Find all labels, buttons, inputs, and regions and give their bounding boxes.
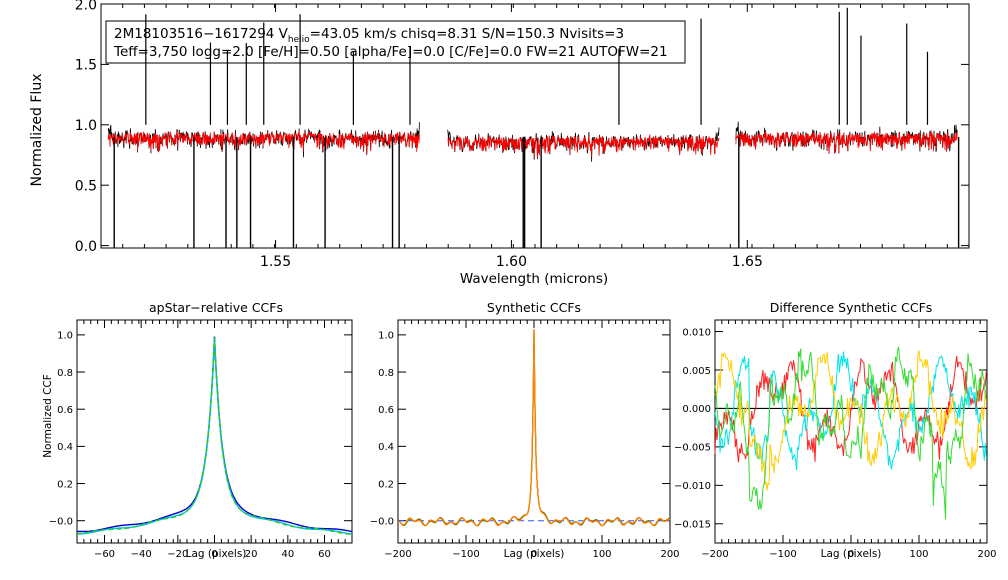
apstar-ccf-ytick-label: 0.4 [57, 442, 73, 453]
spectrum-ytick-label: 2.0 [75, 0, 97, 13]
apstar-ccf-line-visit-3 [76, 337, 353, 535]
spectrum-ytick-label: 0.0 [75, 239, 97, 255]
apstar-ccf-ytick-label: 0.2 [57, 479, 73, 490]
apstar-ccf-xlabel: Lag (pixels) [186, 548, 247, 560]
spectrum-annotation: 2M18103516−1617294 Vhelio=43.05 km/s chi… [105, 20, 686, 64]
apstar-ccf-xtick-label: −60 [94, 549, 115, 560]
spectrum-ytick-label: 1.5 [75, 58, 97, 74]
annotation-box [105, 20, 686, 64]
apstar-ccf-ylabel: Normalized CCF [42, 374, 54, 458]
apstar-ccf-ytick-label: 1.0 [57, 331, 73, 342]
synthetic-ccf-ytick-label: 0.2 [378, 479, 394, 490]
apstar-ccf-ytick-label: −0.0 [49, 517, 73, 528]
difference-ccf-xtick-label: 0 [848, 549, 854, 560]
synthetic-ccf-xtick-label: 200 [660, 549, 679, 560]
spectrum-xlabel: Wavelength (microns) [460, 271, 608, 287]
synthetic-ccf-xlabel: Lag (pixels) [504, 548, 565, 560]
apstar-ccf-xtick-label: −40 [131, 549, 152, 560]
synthetic-ccf-title: Synthetic CCFs [487, 300, 581, 315]
synthetic-ccf-xtick-label: 100 [592, 549, 611, 560]
difference-ccf-line-diff-3 [714, 350, 987, 491]
synthetic-ccf-axes: −200 −100 0 100 200 −0.0 0.2 0.4 0.6 0.8 1.0 [370, 319, 680, 560]
synthetic-ccf-line-ccf-c [397, 328, 671, 527]
apstar-ccf-line-visit-1 [77, 336, 353, 533]
difference-ccf-xlabel: Lag (pixels) [821, 548, 882, 560]
difference-ccf-ytick-label: 0.010 [682, 327, 711, 338]
difference-ccf-ytick-label: −0.005 [674, 443, 711, 454]
spectrum-ylabel: Normalized Flux [29, 74, 45, 187]
synthetic-ccf-xtick-label: −100 [452, 549, 479, 560]
spectrum-observed-chip-2 [447, 127, 720, 162]
apstar-ccf-xtick-label: 40 [281, 549, 294, 560]
apstar-ccf-ytick-label: 0.8 [57, 368, 73, 379]
apstar-ccf-title: apStar−relative CCFs [149, 300, 283, 315]
spectrum-axes: 1.55 1.60 1.65 0.0 0.5 1.0 1.5 2.0 [75, 0, 970, 270]
spectrum-xtick-label: 1.65 [732, 254, 763, 270]
difference-ccf-xtick-label: −100 [769, 549, 796, 560]
difference-ccf-line-diff-2 [714, 351, 987, 471]
annotation-line-1: 2M18103516−1617294 Vhelio=43.05 km/s chi… [114, 26, 624, 45]
apstar-ccf-ytick-label: 0.6 [57, 405, 73, 416]
apstar-ccf-xtick-label: 60 [318, 549, 331, 560]
difference-ccf-title: Difference Synthetic CCFs [770, 300, 933, 315]
difference-ccf-line-diff-4 [714, 346, 987, 520]
spectrum-ytick-label: 1.0 [75, 118, 97, 134]
spectrum-model-chip-2 [447, 134, 720, 158]
apstar-ccf-xtick-label: −20 [167, 549, 188, 560]
panels: 1.55 1.60 1.650.00.51.01.52.0−60 −40 −20 0 20 4… [49, 0, 997, 560]
apstar-ccf-xtick-label: 0 [211, 549, 217, 560]
difference-ccf-xtick-label: 100 [909, 549, 928, 560]
spectrum-xtick-label: 1.60 [496, 254, 527, 270]
apstar-ccf-xtick-label: 20 [245, 549, 258, 560]
difference-ccf-xtick-label: −200 [701, 549, 728, 560]
difference-ccf-xtick-label: 200 [977, 549, 996, 560]
difference-ccf-axes: −200 −100 0 100 200 −0.015 −0.010 −0.005 0.000 0.… [674, 319, 997, 560]
spectrum-ytick-label: 0.5 [75, 179, 97, 195]
difference-ccf-ytick-label: −0.015 [674, 520, 711, 531]
spectrum-model-chip-1 [107, 130, 420, 155]
synthetic-ccf-ytick-label: 0.4 [378, 442, 394, 453]
synthetic-ccf-ytick-label: −0.0 [370, 517, 394, 528]
difference-ccf-ytick-label: 0.000 [682, 404, 711, 415]
difference-ccf-ytick-label: 0.005 [682, 366, 711, 377]
spectrum-xtick-label: 1.55 [260, 254, 291, 270]
synthetic-ccf-xtick-label: −200 [384, 549, 411, 560]
spectrum-model-chip-3 [735, 131, 958, 155]
synthetic-ccf-ytick-label: 0.8 [378, 368, 394, 379]
annotation-line-2: Teff=3,750 logg=2.0 [Fe/H]=0.50 [alpha/F… [113, 44, 668, 60]
synthetic-ccf-xtick-label: 0 [531, 549, 537, 560]
synthetic-ccf-ytick-label: 0.6 [378, 405, 394, 416]
difference-ccf-ytick-label: −0.010 [674, 481, 711, 492]
synthetic-ccf-ytick-label: 1.0 [378, 331, 394, 342]
difference-ccf-line-diff-1 [714, 355, 987, 463]
apstar-ccf-axes: −60 −40 −20 0 20 40 60 −0.0 0.2 0.4 0.6 0.8 1.0 [49, 319, 353, 560]
